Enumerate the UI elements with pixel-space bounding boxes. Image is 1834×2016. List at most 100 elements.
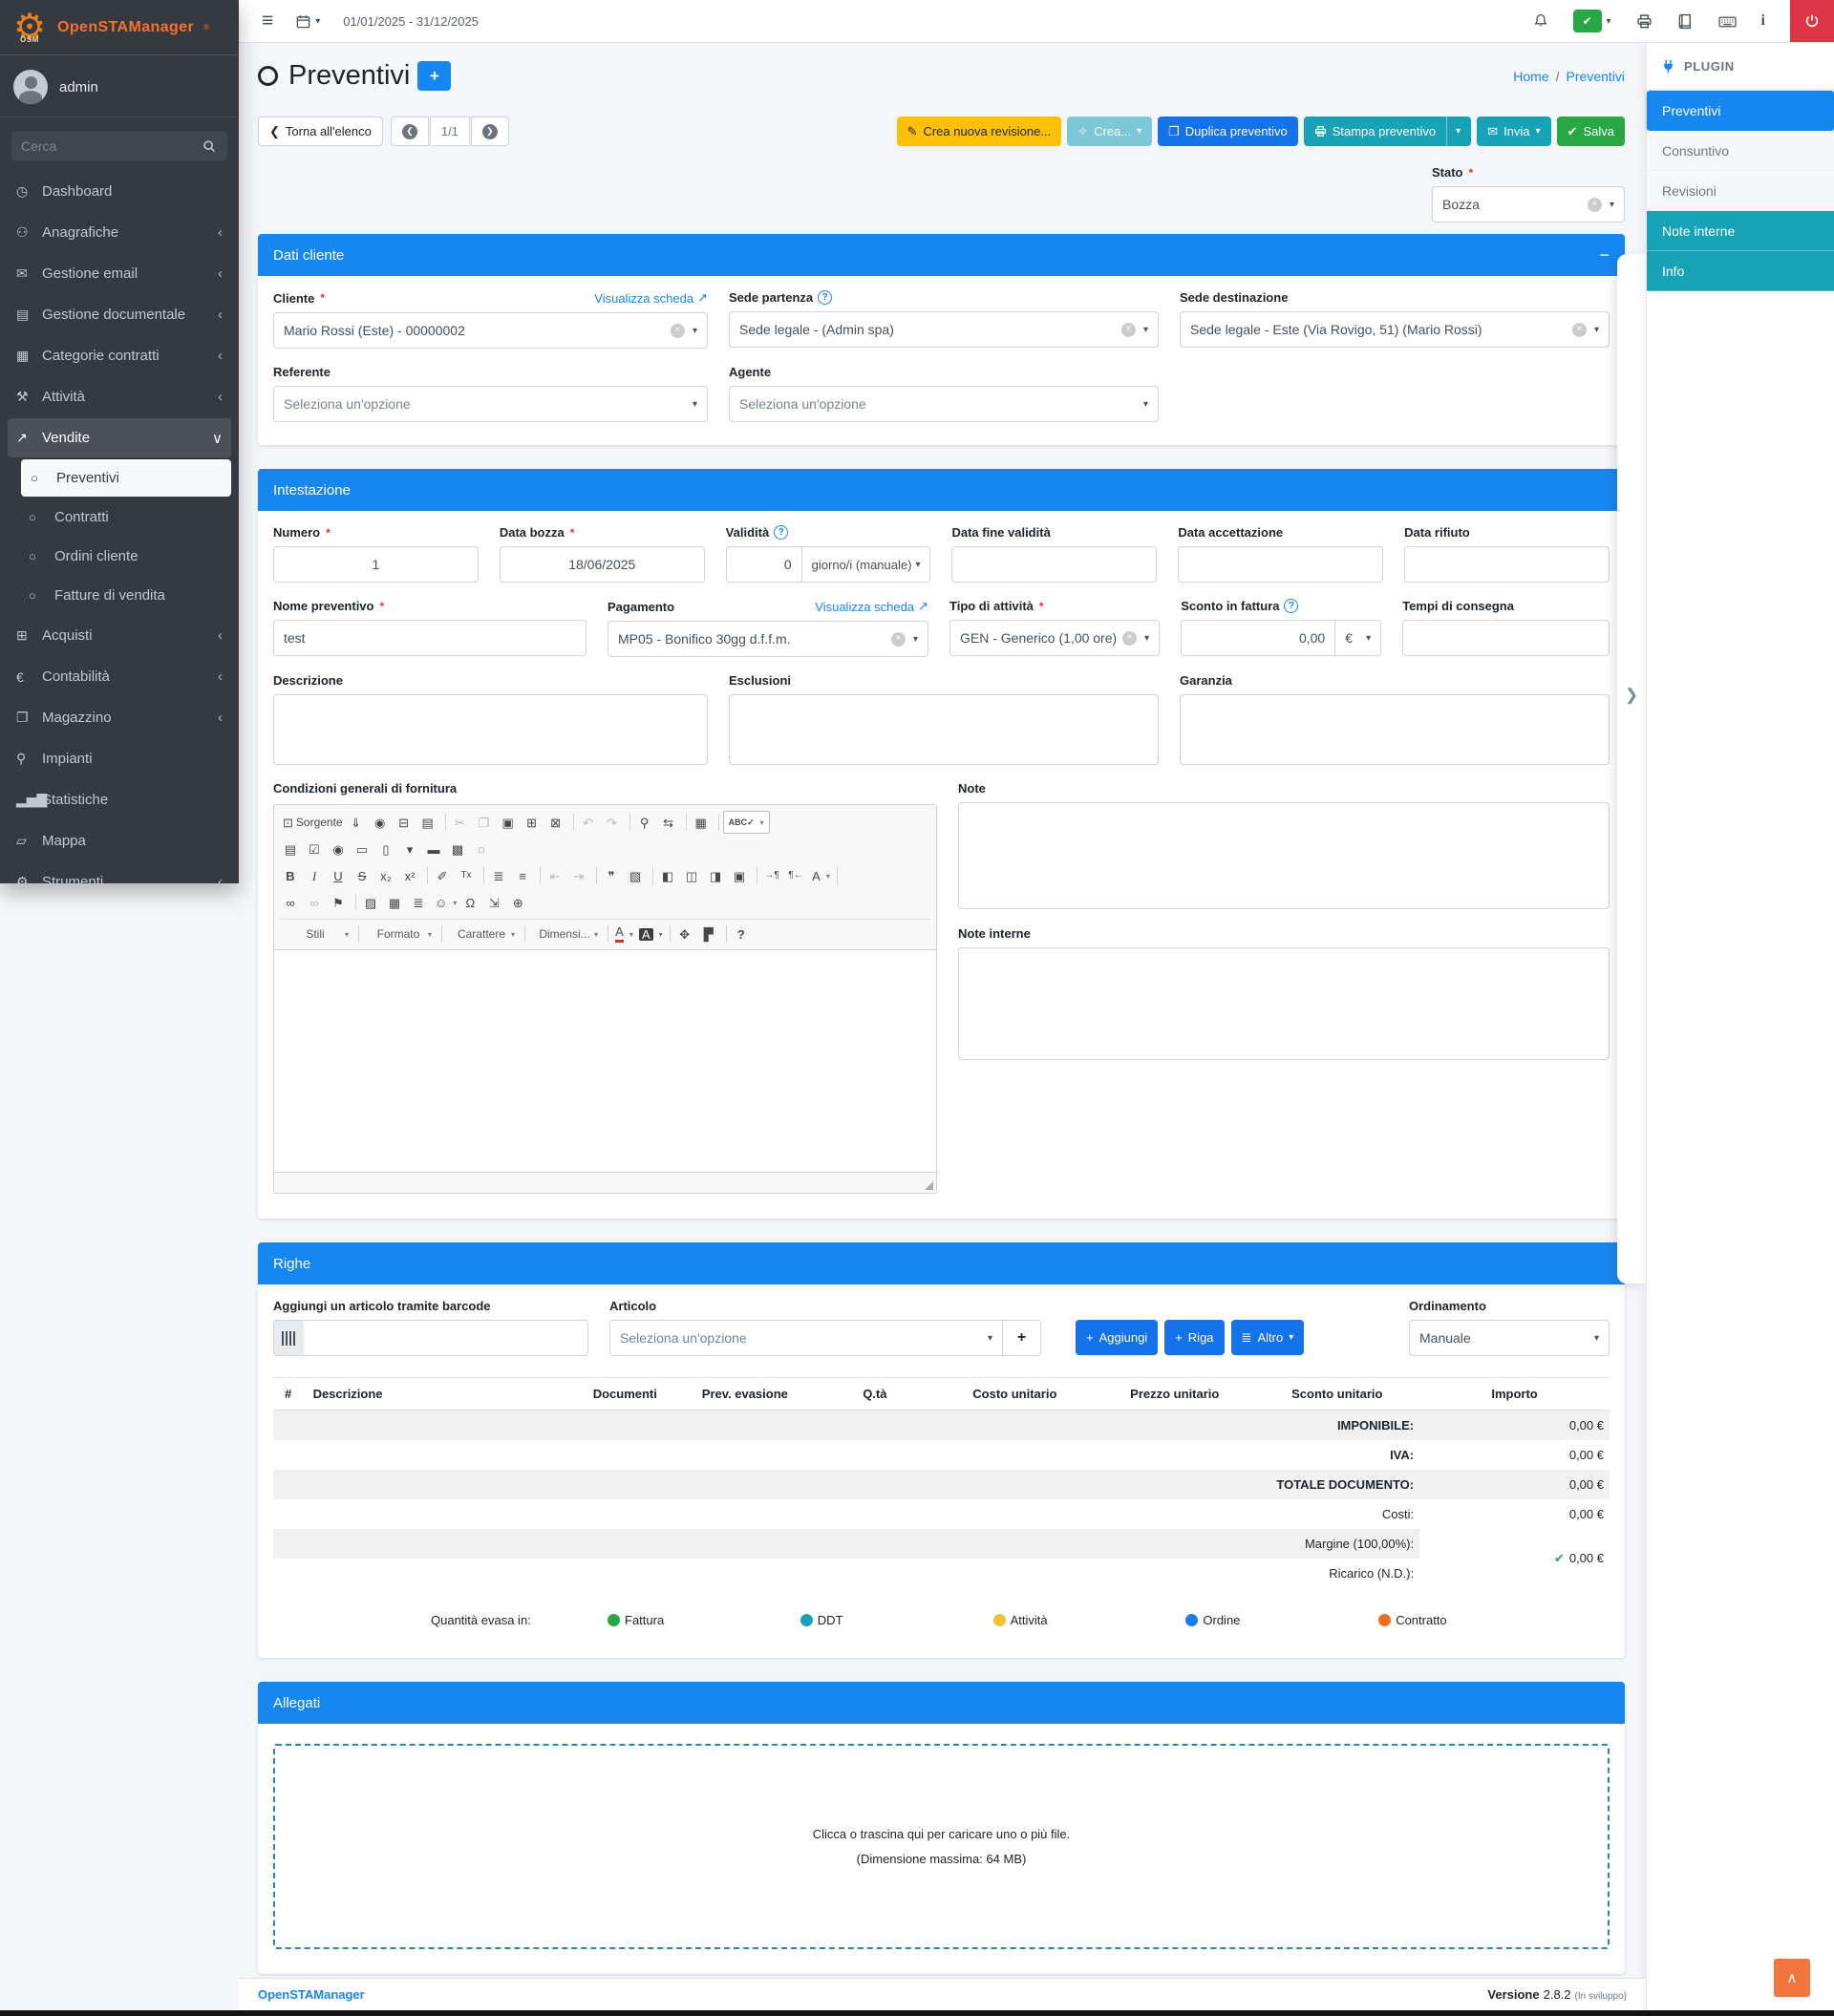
sidebar-item-impianti[interactable]: ⚲ Impianti xyxy=(16,751,93,767)
separator[interactable] xyxy=(669,925,671,943)
special-char-icon[interactable]: Ω xyxy=(465,895,476,910)
align-left-icon[interactable]: ◧ xyxy=(661,868,674,883)
visualizza-scheda-link[interactable]: Visualizza scheda ↗ xyxy=(815,599,928,614)
ltr-icon[interactable]: →¶ xyxy=(764,870,779,881)
radio-icon[interactable]: ◉ xyxy=(332,841,344,857)
plugin-item-note-interne[interactable]: Note interne xyxy=(1647,211,1834,251)
stampa-dropdown-toggle[interactable]: ▾ xyxy=(1446,117,1461,146)
barcode-input[interactable] xyxy=(304,1320,588,1356)
validita-unit-select[interactable]: giorno/i (manuale) ▾ xyxy=(801,546,931,583)
back-to-list-button[interactable]: ❮ Torna all'elenco xyxy=(258,117,383,146)
clear-icon[interactable]: × xyxy=(1120,322,1136,337)
templates-icon[interactable]: ▤ xyxy=(421,815,434,830)
separator[interactable] xyxy=(355,894,356,911)
remove-format-icon[interactable]: Tx xyxy=(460,870,472,881)
sidebar-item-statistiche[interactable]: ▂▅▇ Statistiche xyxy=(16,792,109,808)
riga-button[interactable]: + Riga xyxy=(1164,1320,1225,1355)
clear-icon[interactable]: × xyxy=(1587,197,1602,212)
tempi-consegna-input[interactable] xyxy=(1402,620,1610,656)
show-blocks-icon[interactable]: ▛ xyxy=(703,926,714,942)
preview-icon[interactable]: ◉ xyxy=(373,815,386,830)
anchor-icon[interactable]: ⚑ xyxy=(332,895,344,910)
invia-button[interactable]: ✉ Invia ▾ xyxy=(1477,117,1551,146)
sidebar-item-magazzino[interactable]: ❐ Magazzino ‹ xyxy=(16,710,223,726)
bgcolor-icon[interactable]: A ▾ xyxy=(636,923,666,945)
strike-icon[interactable]: S xyxy=(357,868,367,883)
link-icon[interactable]: ∞ xyxy=(286,895,295,910)
referente-select[interactable]: Seleziona un'opzione ▾ xyxy=(273,386,708,422)
font-select[interactable]: Carattere ▾ xyxy=(457,927,515,941)
shortcuts-button[interactable] xyxy=(1717,13,1737,30)
paste-word-icon[interactable]: ⊠ xyxy=(550,815,562,830)
superscript-icon[interactable]: x² xyxy=(404,868,416,883)
articolo-add-button[interactable]: + xyxy=(1003,1320,1041,1356)
plugin-item-revisioni[interactable]: Revisioni xyxy=(1647,171,1834,211)
sidebar-item-acquisti[interactable]: ⊞ Acquisti ‹ xyxy=(16,627,223,644)
aggiungi-button[interactable]: + Aggiungi xyxy=(1076,1320,1159,1355)
bold-icon[interactable]: B xyxy=(286,868,295,883)
prev-record-button[interactable]: ❮ xyxy=(390,117,429,146)
plugin-item-consuntivo[interactable]: Consuntivo xyxy=(1647,131,1834,171)
salva-button[interactable]: ✔ Salva xyxy=(1556,117,1625,146)
ordered-list-icon[interactable]: ≣ xyxy=(493,868,504,883)
maximize-icon[interactable]: ✥ xyxy=(679,926,691,942)
about-icon[interactable]: ? xyxy=(736,926,745,942)
crea-nuova-revisione-button[interactable]: ✎ Crea nuova revisione... xyxy=(896,117,1062,146)
checkbox-icon[interactable]: ☑ xyxy=(309,841,320,857)
editor-status-bar[interactable] xyxy=(274,1172,936,1193)
textarea-icon[interactable]: ▯ xyxy=(382,841,390,857)
sidebar-item-contabilita[interactable]: € Contabilità ‹ xyxy=(16,668,223,685)
hamburger-menu-icon[interactable]: ≡ xyxy=(262,10,274,32)
format-select[interactable]: Formato ▾ xyxy=(376,927,432,941)
sidebar-item-attivita[interactable]: ⚒ Attività ‹ xyxy=(16,389,223,405)
sidebar-item-gestione-email[interactable]: ✉ Gestione email ‹ xyxy=(16,265,223,282)
find-icon[interactable]: ⚲ xyxy=(639,815,650,830)
altro-dropdown-button[interactable]: ≣ Altro ▾ xyxy=(1230,1320,1305,1355)
clear-icon[interactable]: × xyxy=(670,323,685,338)
separator[interactable] xyxy=(427,867,428,884)
export-pdf-icon[interactable]: ⇓ xyxy=(351,815,362,830)
help-icon[interactable]: ? xyxy=(1284,599,1299,613)
clear-icon[interactable]: × xyxy=(890,631,906,647)
copy-format-icon[interactable]: ✐ xyxy=(437,868,448,883)
agente-select[interactable]: Seleziona un'opzione ▾ xyxy=(729,386,1159,422)
separator[interactable] xyxy=(572,814,574,831)
search-button[interactable] xyxy=(191,131,227,160)
hiddenfield-icon[interactable]: ◌ xyxy=(478,841,485,857)
separator[interactable] xyxy=(596,867,597,884)
align-right-icon[interactable]: ◨ xyxy=(709,868,722,883)
print-icon[interactable]: ⊟ xyxy=(398,815,410,830)
sidebar-subitem-fatture-di-vendita[interactable]: ○ Fatture di vendita xyxy=(29,587,165,604)
textfield-icon[interactable]: ▭ xyxy=(355,841,369,857)
ordinamento-select[interactable]: Manuale ▾ xyxy=(1409,1320,1610,1356)
italic-icon[interactable]: I xyxy=(311,868,317,883)
source-button[interactable]: ⊡ Sorgente xyxy=(283,815,343,830)
numero-input[interactable]: 1 xyxy=(273,546,479,583)
sidebar-item-categorie-contratti[interactable]: ▦ Categorie contratti ‹ xyxy=(16,348,223,364)
page-break-icon[interactable]: ⇲ xyxy=(488,895,500,910)
tipo-attivita-select[interactable]: GEN - Generico (1,00 ore) × ▾ xyxy=(949,620,1161,656)
garanzia-textarea[interactable] xyxy=(1180,694,1610,765)
validita-input[interactable]: 0 xyxy=(725,546,802,583)
unlink-icon[interactable]: ∞ xyxy=(309,895,319,910)
justify-icon[interactable]: ▣ xyxy=(733,868,746,883)
logout-button[interactable] xyxy=(1790,0,1834,42)
cut-icon[interactable]: ✂ xyxy=(455,815,466,830)
calendar-button[interactable]: ▾ xyxy=(296,14,320,29)
separator[interactable] xyxy=(629,814,630,831)
file-dropzone[interactable]: Clicca o trascina qui per caricare uno o… xyxy=(273,1744,1610,1949)
data-accettazione-input[interactable] xyxy=(1178,546,1384,583)
avatar[interactable] xyxy=(13,70,48,104)
cliente-select[interactable]: Mario Rossi (Este) - 00000002 × ▾ xyxy=(273,312,708,349)
clear-icon[interactable]: × xyxy=(1571,322,1587,337)
slideout-panel-toggle[interactable]: ❯ xyxy=(1617,254,1646,1284)
replace-icon[interactable]: ⇆ xyxy=(663,815,674,830)
footer-app-link[interactable]: OpenSTAManager xyxy=(258,1987,365,2002)
separator[interactable] xyxy=(483,867,484,884)
sidebar-subitem-ordini-cliente[interactable]: ○ Ordini cliente xyxy=(29,548,139,564)
articolo-select[interactable]: Seleziona un'opzione ▾ xyxy=(609,1320,1003,1356)
data-bozza-input[interactable]: 18/06/2025 xyxy=(499,546,705,583)
language-icon[interactable]: A ▾ xyxy=(812,868,830,883)
plugin-item-info[interactable]: Info xyxy=(1647,251,1834,291)
size-select[interactable]: Dimensi... ▾ xyxy=(539,927,598,941)
